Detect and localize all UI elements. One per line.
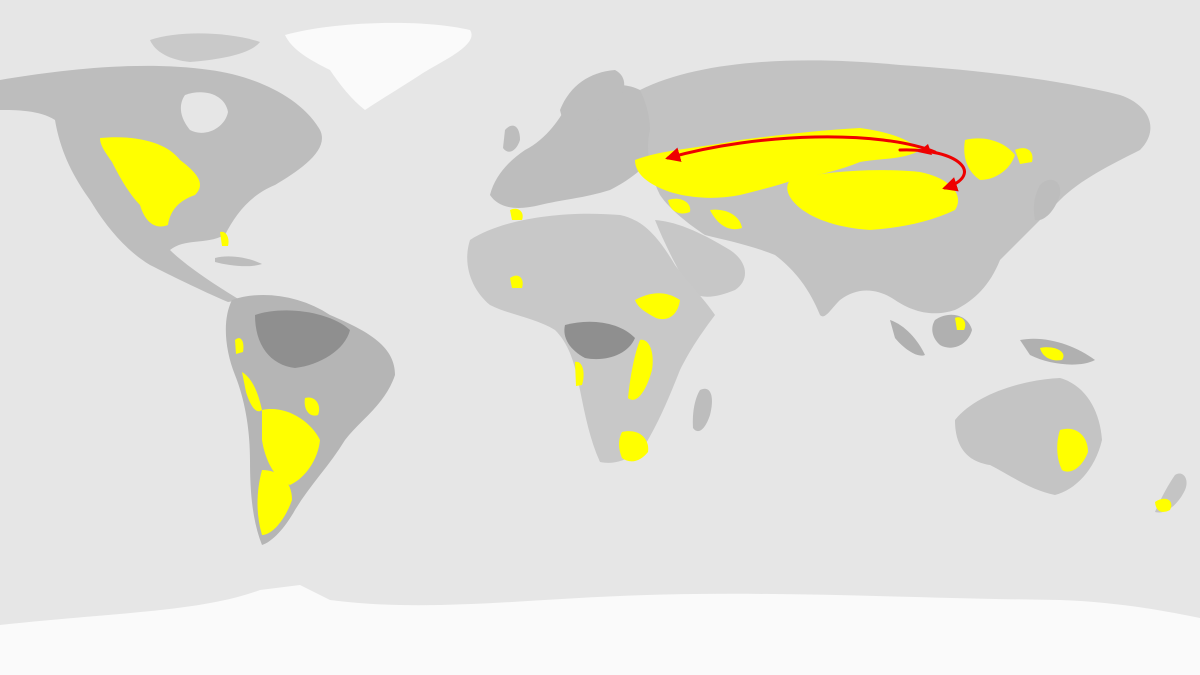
hudson-bay [180,92,228,133]
highlight-regions [100,128,1172,535]
scandinavia [560,70,625,130]
southward-loop [898,148,966,192]
eurasian-steppe [635,128,920,198]
african-sahel [510,275,523,288]
mongolian-plateau [787,170,959,230]
greenland [285,22,472,110]
new-guinea-highlands [1040,347,1064,361]
east-africa-south [628,339,653,400]
andes-west [242,372,262,412]
manchurian-plain [964,138,1015,180]
route-origin-marker [918,144,932,155]
japan [1033,179,1061,221]
east-african-highlands [635,293,680,320]
madagascar [692,388,712,432]
new-zealand [1155,498,1172,512]
westward-route [665,135,937,162]
andes-north [235,338,244,354]
amazon-basin [255,310,350,368]
cuba [215,256,262,267]
europe [490,84,660,208]
north-american-prairie [100,137,200,227]
congo-basin [564,321,635,360]
sumatra [890,320,925,356]
angola-plateau [575,361,584,386]
australian-grassland [1057,428,1088,472]
borneo-highlands [955,317,966,330]
south-african-highveld [619,431,649,462]
caucasus [710,209,742,230]
florida [220,231,229,246]
pampas [262,409,320,485]
british-isles [503,125,520,152]
iberia [510,208,523,220]
antarctica [0,585,1200,675]
patagonia [257,470,292,535]
chaco [304,397,320,416]
migration-arrows [665,135,966,192]
north-china [1015,148,1033,164]
anatolia [668,198,691,214]
canadian-archipelago [150,33,260,62]
arabia [655,220,746,297]
